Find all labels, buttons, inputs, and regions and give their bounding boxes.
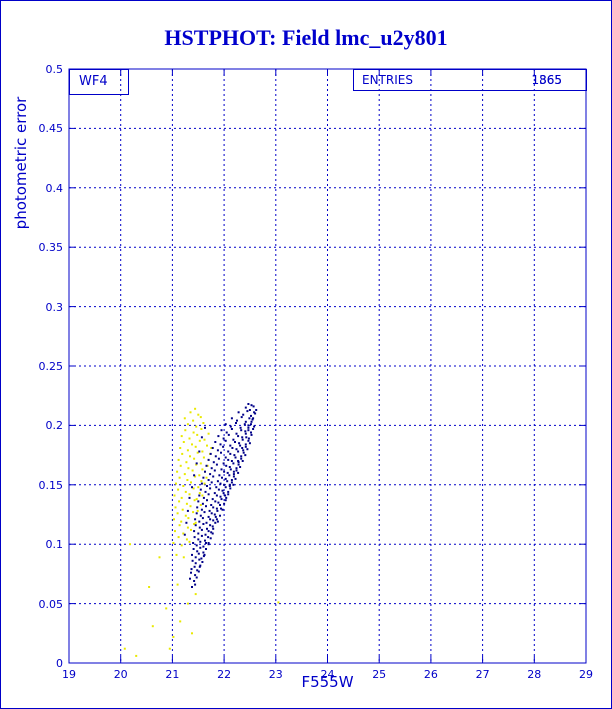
x-tick-label: 22 (217, 668, 232, 681)
gridlines (69, 69, 586, 663)
blue-points (183, 403, 258, 588)
y-tick-label: 0.25 (38, 360, 64, 373)
y-tick-label: 0.45 (38, 122, 64, 136)
x-tick-label: 21 (165, 668, 180, 681)
camera-label-box: WF4 (69, 69, 129, 95)
y-tick-label: 0.5 (45, 63, 64, 76)
y-tick-label: 0.05 (38, 597, 64, 611)
y-tick-label: 0 (56, 657, 63, 670)
y-tick-label: 0.4 (45, 181, 64, 195)
x-tick-label: 29 (579, 668, 593, 681)
x-tick-label: 20 (113, 668, 128, 681)
page-title: HSTPHOT: Field lmc_u2y801 (164, 25, 448, 50)
y-tick-label: 0.3 (45, 300, 64, 314)
x-tick-label: 23 (268, 668, 283, 681)
yellow-points (123, 407, 280, 657)
x-axis-title: F555W (301, 673, 354, 691)
entries-label: ENTRIES (362, 73, 413, 87)
camera-label: WF4 (79, 74, 108, 89)
y-tick-label: 0.15 (38, 478, 64, 492)
x-tick-label: 27 (475, 668, 490, 681)
plot-frame (68, 68, 587, 664)
y-tick-label: 0.35 (38, 241, 64, 255)
x-tick-label: 28 (527, 668, 542, 681)
entries-box: ENTRIES 1365 1865 (353, 69, 587, 91)
entries-value-1: 1365 (531, 73, 562, 87)
x-tick-label: 26 (423, 668, 438, 681)
y-tick-label: 0.2 (45, 419, 64, 433)
x-tick-label: 25 (372, 668, 387, 681)
y-tick-label: 0.1 (45, 538, 64, 552)
x-tick-label: 24 (320, 668, 335, 681)
entries-value-2: 1865 (531, 73, 562, 87)
x-tick-label: 19 (62, 668, 76, 681)
